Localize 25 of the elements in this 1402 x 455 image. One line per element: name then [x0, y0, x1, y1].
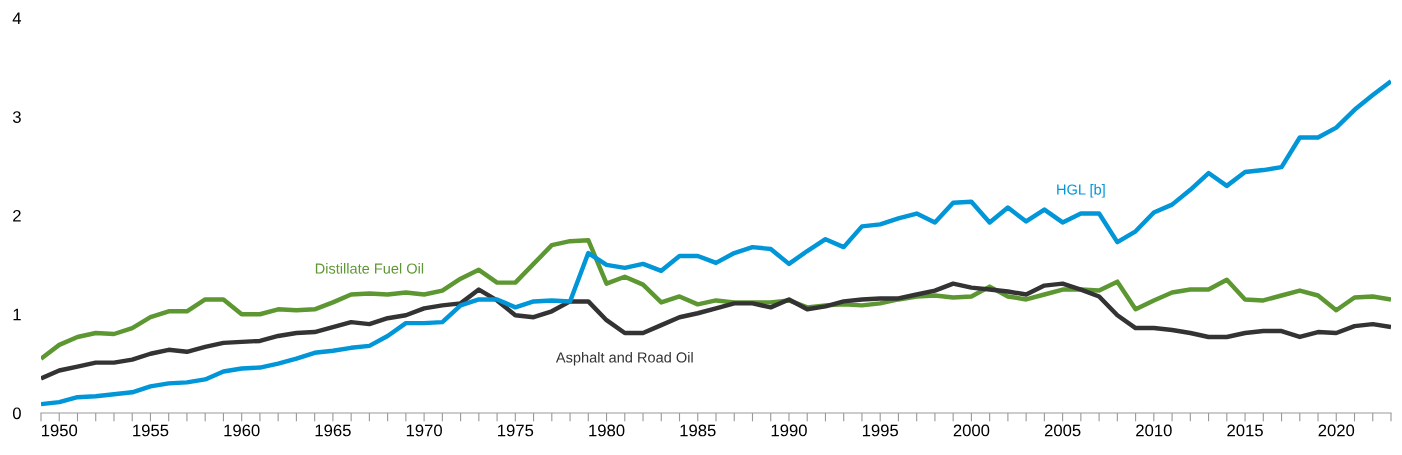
x-tick-label: 2015	[1227, 424, 1263, 437]
y-tick-label: 3	[12, 111, 21, 123]
x-tick-label: 1950	[41, 424, 78, 437]
series-label: Asphalt and Road Oil	[555, 351, 693, 366]
series-label: Distillate Fuel Oil	[315, 263, 424, 274]
x-tick-label: 1960	[224, 424, 260, 437]
x-tick-label: 1970	[406, 424, 442, 437]
y-tick-label: 0	[12, 407, 21, 420]
x-tick-label: 1985	[680, 424, 716, 437]
x-tick-label: 1955	[133, 424, 169, 437]
x-tick-label: 2000	[953, 424, 990, 437]
series-label: HGL [b]	[1057, 184, 1105, 198]
y-tick-label: 1	[13, 308, 21, 321]
x-tick-label: 2020	[1318, 424, 1355, 437]
y-tick-label: 4	[12, 12, 22, 25]
x-tick-label: 2005	[1044, 424, 1081, 437]
x-tick-label: 1990	[771, 424, 807, 437]
x-tick-label: 1975	[498, 424, 534, 437]
x-tick-label: 2010	[1136, 424, 1172, 437]
line-series	[41, 281, 1391, 381]
x-tick-label: 1980	[589, 424, 625, 437]
line-series	[41, 78, 1391, 407]
y-tick-label: 2	[13, 209, 21, 222]
x-tick-label: 1965	[315, 424, 351, 437]
x-tick-label: 1995	[862, 424, 899, 437]
